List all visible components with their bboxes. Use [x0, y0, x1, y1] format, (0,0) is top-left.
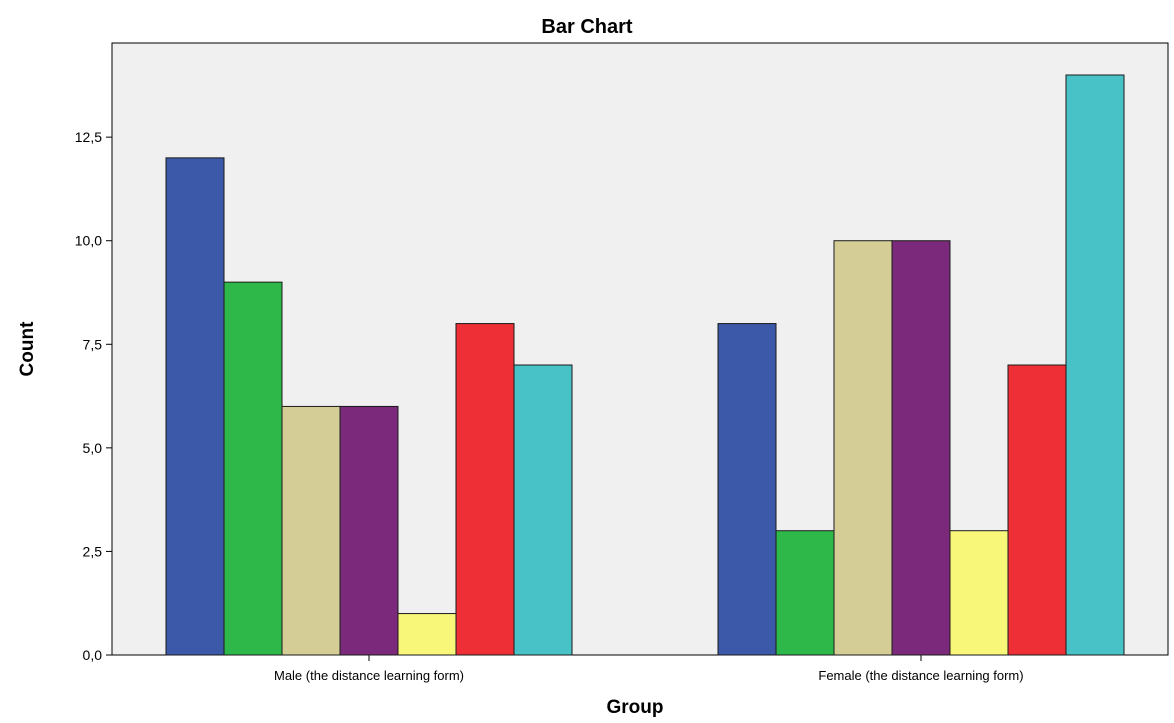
bar: [281, 405, 341, 656]
y-tick-label: 10,0: [75, 233, 102, 249]
y-axis: 0,0 2,5 5,0 7,5 10,0 12,5: [75, 43, 113, 663]
y-tick-label: 2,5: [83, 543, 103, 559]
bar: [775, 530, 835, 656]
bar: [223, 281, 283, 656]
bar: [1007, 364, 1067, 656]
bar: [891, 240, 951, 656]
bar: [339, 405, 399, 656]
x-axis: Male (the distance learning form) Female …: [112, 654, 1168, 683]
chart-title: Bar Chart: [541, 16, 632, 38]
bar: [165, 157, 225, 656]
bars-group: [165, 74, 1125, 656]
y-tick-label: 7,5: [83, 336, 103, 352]
bar: [833, 240, 893, 656]
bar: [397, 613, 457, 656]
bar: [949, 530, 1009, 656]
y-tick-label: 5,0: [83, 440, 103, 456]
y-tick-label: 12,5: [75, 129, 102, 145]
bar: [717, 323, 777, 656]
bar: [1065, 74, 1125, 656]
y-tick-label: 0,0: [83, 647, 103, 663]
bar: [513, 364, 573, 656]
bar: [455, 323, 515, 656]
x-axis-title: Group: [607, 697, 664, 718]
x-tick-label: Female (the distance learning form): [818, 668, 1023, 683]
x-tick-label: Male (the distance learning form): [274, 668, 464, 683]
y-axis-title: Count: [17, 321, 38, 377]
